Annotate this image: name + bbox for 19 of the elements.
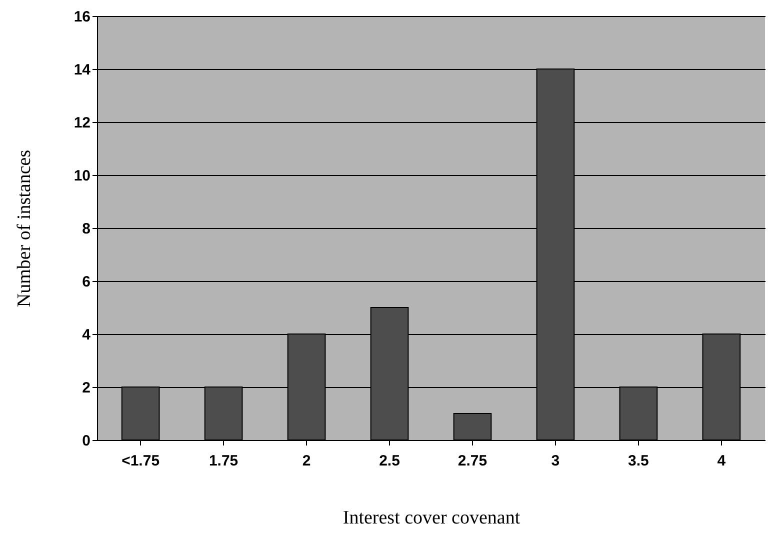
- y-axis-title: Number of instances: [14, 150, 35, 308]
- y-tick-label: 10: [74, 168, 90, 184]
- y-tick-label: 12: [74, 114, 90, 132]
- x-tick-label: 2.5: [379, 452, 400, 470]
- y-tick-label: 14: [74, 62, 92, 78]
- y-tick-label: 6: [82, 274, 90, 290]
- x-tick-label: 1.75: [208, 452, 238, 470]
- y-tick-label: 0: [82, 432, 90, 450]
- x-tick-label: 4: [717, 452, 726, 470]
- y-tick-label: 4: [82, 326, 92, 344]
- x-axis-title: Interest cover covenant: [342, 508, 521, 528]
- x-tick-label: 2: [302, 452, 311, 470]
- y-tick-label: 2: [82, 380, 90, 396]
- x-tick-label: <1.75: [122, 452, 160, 470]
- x-tick-label: 2.75: [458, 452, 488, 470]
- x-tick-label: 3.5: [628, 452, 649, 470]
- y-tick-label: 8: [82, 220, 90, 238]
- x-tick-label: 3: [551, 452, 560, 470]
- y-tick-label: 16: [74, 8, 90, 26]
